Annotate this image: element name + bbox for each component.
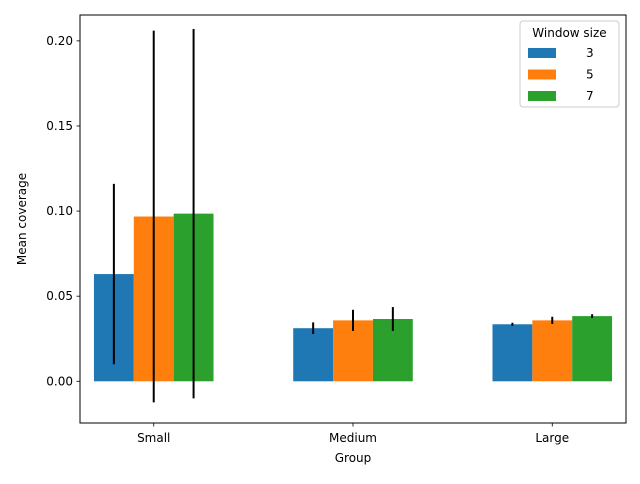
legend-title: Window size [532, 26, 606, 40]
legend-label-3: 3 [586, 46, 594, 60]
y-axis-label: Mean coverage [15, 173, 29, 265]
y-tick-label: 0.10 [46, 204, 73, 218]
legend-swatch-5 [528, 69, 556, 80]
bar-3-medium [293, 328, 334, 382]
y-tick-label: 0.05 [46, 289, 73, 303]
legend-label-7: 7 [586, 89, 594, 103]
y-tick-label: 0.15 [46, 119, 73, 133]
bar-3-large [492, 324, 533, 382]
legend-box [519, 20, 620, 108]
legend-label-5: 5 [586, 68, 594, 82]
y-tick-label: 0.00 [46, 374, 73, 388]
x-axis: Small Medium Large [137, 423, 569, 445]
x-tick-label: Small [137, 431, 170, 445]
legend-swatch-7 [528, 91, 556, 101]
plot-frame [79, 14, 627, 424]
bar-5-large [532, 320, 573, 382]
error-bars-layer [112, 28, 594, 403]
y-tick-label: 0.20 [46, 34, 73, 48]
x-tick-label: Large [535, 431, 569, 445]
legend: Window size 3 5 7 [519, 20, 620, 108]
bar-7-large [572, 316, 613, 382]
legend-swatch-3 [528, 48, 556, 58]
y-axis: 0.00 0.05 0.10 0.15 0.20 [46, 34, 80, 388]
x-axis-label: Group [335, 451, 372, 465]
x-tick-label: Medium [329, 431, 377, 445]
